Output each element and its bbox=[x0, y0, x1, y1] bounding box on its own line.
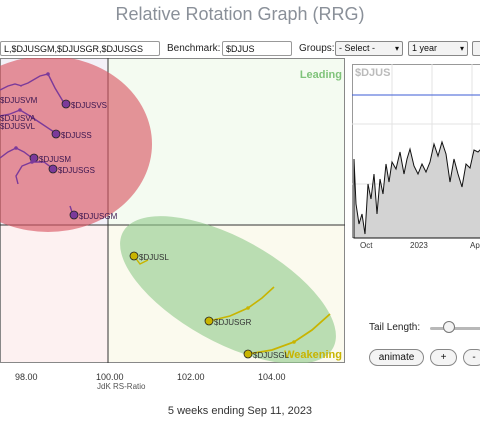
x-tick-label: 98.00 bbox=[15, 372, 38, 382]
tail-djusl-head[interactable] bbox=[129, 251, 139, 261]
tail-length-slider-track[interactable] bbox=[430, 327, 480, 330]
benchmark-mini-chart: $DJUS Oct 2023 Ap bbox=[352, 64, 480, 250]
groups-label: Groups: bbox=[299, 43, 335, 54]
tail-djusvs-point bbox=[46, 72, 50, 76]
tail-djusgr-head[interactable] bbox=[204, 316, 214, 326]
tail-label: $DJUSGM bbox=[79, 212, 118, 221]
green-highlight-zone bbox=[120, 216, 336, 363]
tail-djusm-point bbox=[14, 146, 18, 150]
tail-djuss[interactable] bbox=[0, 108, 61, 139]
period-select[interactable]: 1 year ▾ bbox=[408, 41, 468, 56]
tail-label: $DJUSL bbox=[139, 253, 169, 262]
x-tick-label: 100.00 bbox=[96, 372, 124, 382]
quadrant-weakening-label: Weakening bbox=[284, 349, 342, 361]
tail-label: $DJUSVL bbox=[0, 122, 36, 131]
tail-length-label: Tail Length: bbox=[369, 322, 421, 333]
tail-djusm[interactable] bbox=[0, 146, 39, 163]
extra-select[interactable] bbox=[472, 41, 480, 56]
tail-djusgr-point bbox=[246, 306, 250, 310]
tail-djusgr[interactable] bbox=[204, 286, 275, 326]
tail-label: $DJUSVM bbox=[0, 96, 38, 105]
symbols-input[interactable]: L,$DJUSGM,$DJUSGR,$DJUSGS bbox=[0, 41, 160, 56]
mini-chart-symbol: $DJUS bbox=[355, 67, 390, 79]
mini-chart-x-label: 2023 bbox=[410, 241, 428, 250]
benchmark-label: Benchmark: bbox=[167, 43, 221, 54]
quadrant-leading-label: Leading bbox=[300, 69, 342, 81]
tail-djusvs[interactable] bbox=[19, 72, 71, 109]
red-highlight-zone bbox=[0, 58, 152, 232]
tail-djuss-head[interactable] bbox=[51, 129, 61, 139]
tail-label: $DJUSGL bbox=[253, 351, 290, 360]
benchmark-input[interactable]: $DJUS bbox=[222, 41, 292, 56]
mini-chart-price-area bbox=[353, 140, 480, 239]
tail-djusgs[interactable] bbox=[15, 160, 58, 185]
tail-label: $DJUSGS bbox=[58, 166, 95, 175]
tail-djusgs-point bbox=[30, 160, 34, 164]
chevron-down-icon: ▾ bbox=[394, 44, 399, 53]
tail-djuss-line bbox=[0, 109, 55, 133]
tail-djuss-point bbox=[18, 108, 22, 112]
tail-djusvm-line bbox=[0, 83, 23, 91]
tail-djusl[interactable] bbox=[129, 251, 149, 265]
mini-chart-x-label: Oct bbox=[360, 241, 373, 250]
quadrant-lagging bbox=[0, 225, 108, 363]
groups-select[interactable]: - Select - ▾ bbox=[335, 41, 403, 56]
tail-label: $DJUSVA bbox=[0, 114, 36, 123]
tail-djusvm[interactable] bbox=[0, 83, 23, 91]
tail-label: $DJUSGR bbox=[214, 318, 252, 327]
x-axis-label: JdK RS-Ratio bbox=[97, 382, 146, 391]
tail-label: $DJUSVS bbox=[71, 101, 107, 110]
mini-chart-x-label: Ap bbox=[470, 241, 480, 250]
chevron-down-icon: ▾ bbox=[459, 44, 464, 53]
tail-label: $DJUSS bbox=[61, 131, 92, 140]
x-tick-label: 102.00 bbox=[177, 372, 205, 382]
tail-djusgl[interactable] bbox=[243, 313, 331, 359]
page-title: Relative Rotation Graph (RRG) bbox=[115, 4, 365, 24]
animate-button[interactable]: animate bbox=[369, 349, 424, 366]
tail-djusvs-head[interactable] bbox=[61, 99, 71, 109]
period-select-value: 1 year bbox=[412, 43, 438, 53]
groups-select-value: - Select - bbox=[339, 43, 376, 53]
tail-djusgs-line bbox=[15, 161, 53, 185]
date-range-caption: 5 weeks ending Sep 11, 2023 bbox=[167, 405, 313, 417]
tail-djusgl-point bbox=[292, 340, 296, 344]
tail-djusgm-head[interactable] bbox=[69, 210, 79, 220]
tail-label: $DJUSM bbox=[39, 155, 71, 164]
rrg-plot: Leading Weakening bbox=[0, 58, 345, 363]
tail-djusgm[interactable] bbox=[69, 205, 79, 220]
plus-button[interactable]: + bbox=[430, 349, 457, 366]
x-tick-label: 104.00 bbox=[258, 372, 286, 382]
tail-djusgl-head[interactable] bbox=[243, 349, 253, 359]
tail-length-slider-handle[interactable] bbox=[443, 321, 455, 333]
tail-djusvs-line bbox=[19, 73, 65, 104]
tail-djusgs-head[interactable] bbox=[48, 164, 58, 174]
minus-button[interactable]: - bbox=[463, 349, 480, 366]
